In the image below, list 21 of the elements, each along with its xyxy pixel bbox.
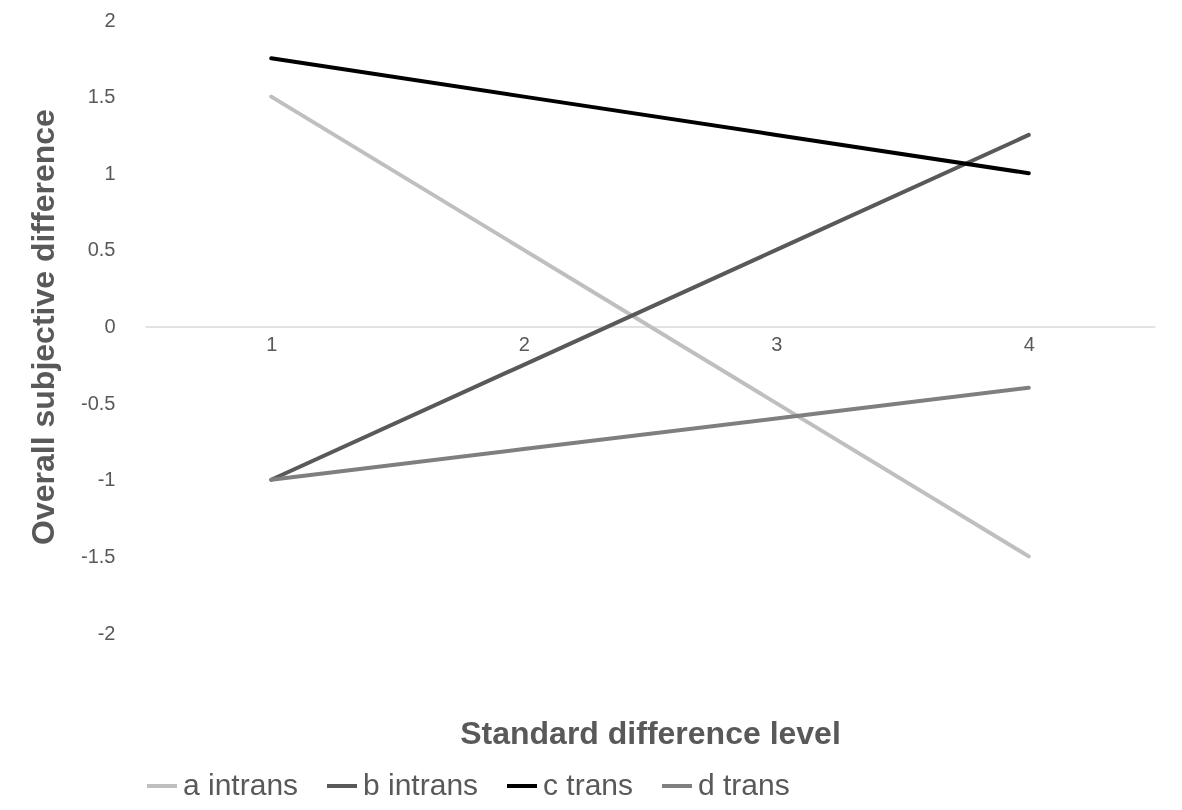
x-tick-label: 1 [266,333,278,355]
y-tick-label: -1 [97,468,116,491]
x-tick-label: 4 [1023,333,1035,355]
y-tick-label: 0 [104,315,116,337]
x-tick-label: 3 [771,333,783,355]
line-series [269,385,1031,482]
legend-label: b intrans [363,768,479,801]
y-tick-label: 1 [104,161,116,184]
y-tick-label: -2 [97,621,116,644]
legend-label: d trans [698,768,790,801]
y-tick-label: 2 [104,8,116,31]
x-axis-title: Standard difference level [460,714,841,751]
legend-label: c trans [543,768,634,801]
legend-label: a intrans [183,768,299,801]
y-tick-label: -0.5 [81,391,116,414]
y-tick-label: 0.5 [87,238,116,261]
y-tick-label: -1.5 [81,544,116,567]
line-series [269,56,1031,176]
x-tick-label: 2 [518,333,530,355]
y-axis-title: Overall subjective difference [25,109,62,545]
y-tick-label: 1.5 [87,85,116,108]
